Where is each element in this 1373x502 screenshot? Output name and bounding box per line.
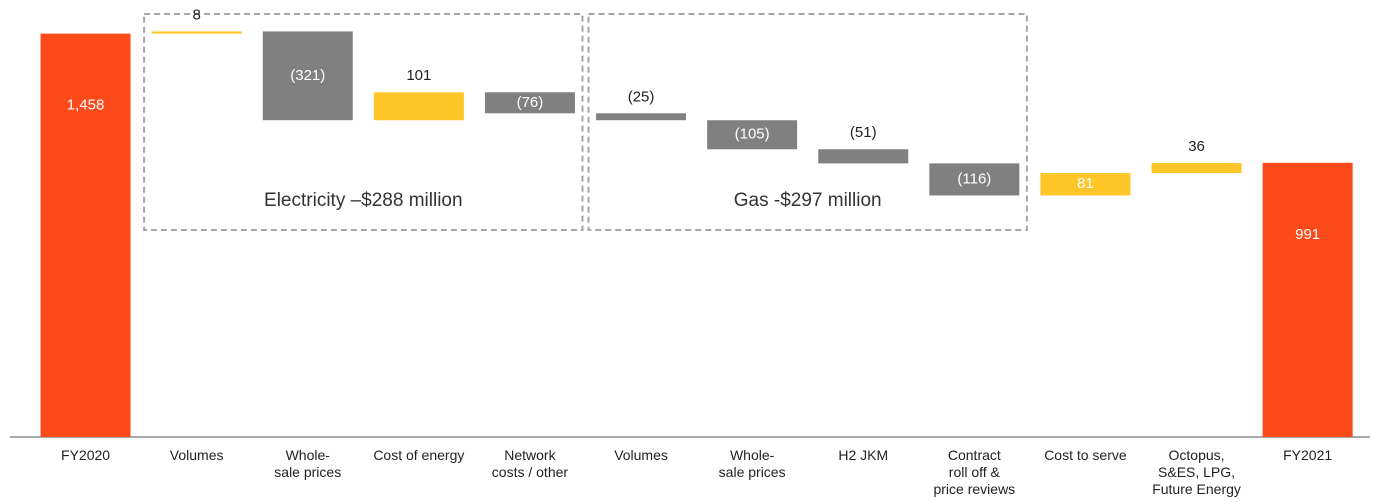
data-label: (76) xyxy=(517,94,544,111)
data-label: (116) xyxy=(957,170,991,187)
group-box xyxy=(143,13,584,231)
data-label: (321) xyxy=(290,67,325,84)
bar xyxy=(40,33,131,438)
data-label: (25) xyxy=(628,88,655,105)
x-tick-label: FY2020 xyxy=(61,447,111,463)
bar xyxy=(707,120,798,150)
data-label: 8 xyxy=(192,6,200,23)
x-tick-label: FY2021 xyxy=(1283,447,1333,463)
data-label: 991 xyxy=(1295,226,1320,243)
data-label: 101 xyxy=(406,67,431,84)
data-label: 36 xyxy=(1188,138,1205,155)
bar xyxy=(1262,162,1353,437)
group-box xyxy=(587,13,1028,231)
bar xyxy=(373,92,464,121)
x-tick-label: H2 JKM xyxy=(838,447,889,463)
x-tick-label: Volumes xyxy=(169,447,224,463)
bar xyxy=(929,163,1020,196)
x-tick-label: Network costs / other xyxy=(491,447,569,480)
bar xyxy=(596,113,687,121)
data-label: 1,458 xyxy=(67,97,105,114)
x-tick-label: Volumes xyxy=(614,447,668,463)
x-tick-label: Cost of energy xyxy=(373,447,465,463)
x-tick-label: Cost to serve xyxy=(1044,447,1127,463)
bar xyxy=(1040,173,1131,196)
data-label: 81 xyxy=(1077,175,1094,192)
group-label: Electricity –$288 million xyxy=(264,190,463,211)
bar xyxy=(818,149,909,164)
bar xyxy=(1151,163,1242,174)
x-tick-label: Contract roll off & price reviews xyxy=(933,447,1016,497)
x-tick-label: Whole- sale prices xyxy=(274,447,342,480)
x-tick-label: Whole- sale prices xyxy=(718,447,786,480)
data-label: (105) xyxy=(735,126,770,143)
x-tick-label: Octopus, S&ES, LPG, Future Energy xyxy=(1152,447,1241,497)
data-label: (51) xyxy=(850,124,877,141)
bar xyxy=(262,31,353,121)
bar xyxy=(484,92,575,114)
bar xyxy=(151,31,242,34)
group-label: Gas -$297 million xyxy=(734,190,882,211)
